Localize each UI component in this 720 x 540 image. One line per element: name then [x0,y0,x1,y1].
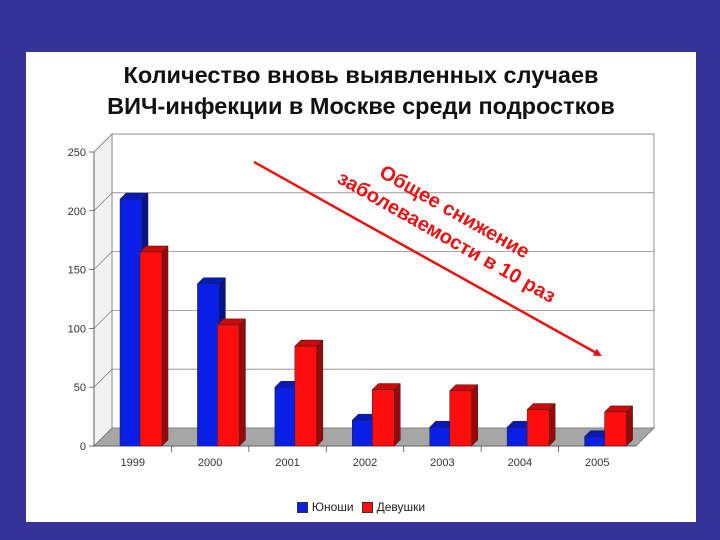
bar-front [526,409,550,447]
legend-swatch-girls [361,501,373,513]
bar-side [161,245,169,447]
bar-girls-2001 [294,339,324,447]
title-line-2: ВИЧ-инфекции в Москве среди подростков [107,93,615,119]
trend-arrow [253,160,602,357]
legend-item-boys: Юноши [296,500,354,514]
bar-front [449,390,472,447]
x-tick-label: 2002 [353,457,377,469]
bar-front [197,283,220,447]
bar-girls-2002 [371,382,401,447]
bar-front [584,436,607,447]
legend-item-girls: Девушки [361,500,426,514]
title-line-1: Количество вновь выявленных случаев [123,62,599,88]
legend-swatch-boys [296,501,308,513]
slide: Количество вновь выявленных случаев ВИЧ-… [26,52,696,522]
bar-front [294,345,318,447]
gridline [93,192,654,212]
x-tick-label: 1999 [120,457,144,469]
legend: Юноши Девушки [26,500,696,514]
x-tick-label: 2001 [275,457,299,469]
x-tick-label: 2004 [508,457,532,469]
y-tick-label: 200 [68,206,86,218]
y-tick-label: 250 [68,147,86,159]
side-wall [93,133,113,447]
bar-side [548,402,556,447]
y-tick-label: 0 [80,441,86,453]
bar-side [239,318,246,447]
bar-girls-2003 [449,384,479,447]
x-tick-label: 2005 [585,457,609,469]
x-tick-label: 2003 [430,457,454,469]
y-tick-label: 50 [74,382,86,394]
tick-labels: 0 50 100 150 200 250 1999 2000 2001 2002 2003 2004 2… [68,147,610,469]
bar-side [316,339,324,447]
legend-label-boys: Юноши [311,500,354,514]
bar-front [352,419,375,447]
bar-front [119,198,143,447]
bar-girls-2000 [216,318,247,447]
bar-front [372,389,395,447]
bar-front [604,411,627,447]
bar-side [626,405,633,447]
x-tick-label: 2000 [198,457,222,469]
bar-front [429,426,452,447]
bar-front [217,324,240,447]
gridline [93,251,654,270]
gridline [93,133,654,153]
y-tick-label: 150 [68,265,86,277]
bar-side [471,384,478,447]
bar-side [394,382,401,447]
legend-label-girls: Девушки [376,500,426,514]
chart-title: Количество вновь выявленных случаев ВИЧ-… [26,60,696,122]
bar-front [274,386,298,447]
y-tick-label: 100 [68,323,86,335]
bar-front [139,251,163,447]
bars [119,192,634,447]
bar-girls-2005 [603,405,634,447]
bar-girls-2004 [526,402,556,447]
bar-front [506,426,530,447]
gridline [93,309,654,329]
bar-girls-1999 [139,245,169,447]
bar-chart: 0 50 100 150 200 250 1999 2000 2001 2002 2003 2004 2… [68,133,655,469]
gridline [93,368,654,388]
